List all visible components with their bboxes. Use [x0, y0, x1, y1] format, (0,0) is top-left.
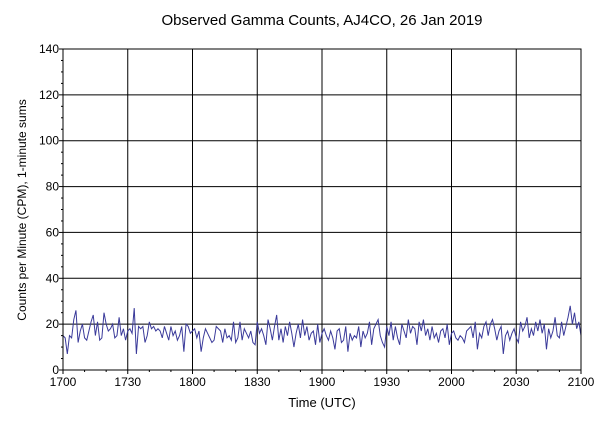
chart-title: Observed Gamma Counts, AJ4CO, 26 Jan 201… [162, 12, 483, 29]
y-tick-label: 0 [52, 363, 59, 377]
y-tick-label: 80 [46, 180, 60, 194]
y-tick-label: 120 [39, 88, 59, 102]
y-axis-label: Counts per Minute (CPM), 1-minute sums [15, 99, 29, 320]
x-tick-label: 2000 [438, 375, 465, 389]
y-tick-label: 20 [46, 317, 60, 331]
y-tick-label: 40 [46, 271, 60, 285]
x-tick-label: 2100 [568, 375, 595, 389]
y-tick-label: 100 [39, 134, 59, 148]
plot-frame [62, 48, 582, 371]
x-tick-label: 1930 [373, 375, 400, 389]
y-axis-ticks: 0 20 40 60 80 100 120 140 [39, 42, 63, 377]
x-tick-label: 1900 [309, 375, 336, 389]
x-tick-label: 2030 [503, 375, 530, 389]
x-axis-ticks: 1700 1730 1800 1830 1900 1930 2000 2030 2100 [50, 370, 595, 389]
grid-lines [63, 49, 581, 370]
y-tick-label: 140 [39, 42, 59, 56]
y-tick-label: 60 [46, 225, 60, 239]
x-tick-label: 1730 [114, 375, 141, 389]
x-tick-label: 1830 [244, 375, 271, 389]
x-axis-label: Time (UTC) [288, 395, 355, 410]
x-tick-label: 1800 [179, 375, 206, 389]
x-tick-label: 1700 [50, 375, 77, 389]
